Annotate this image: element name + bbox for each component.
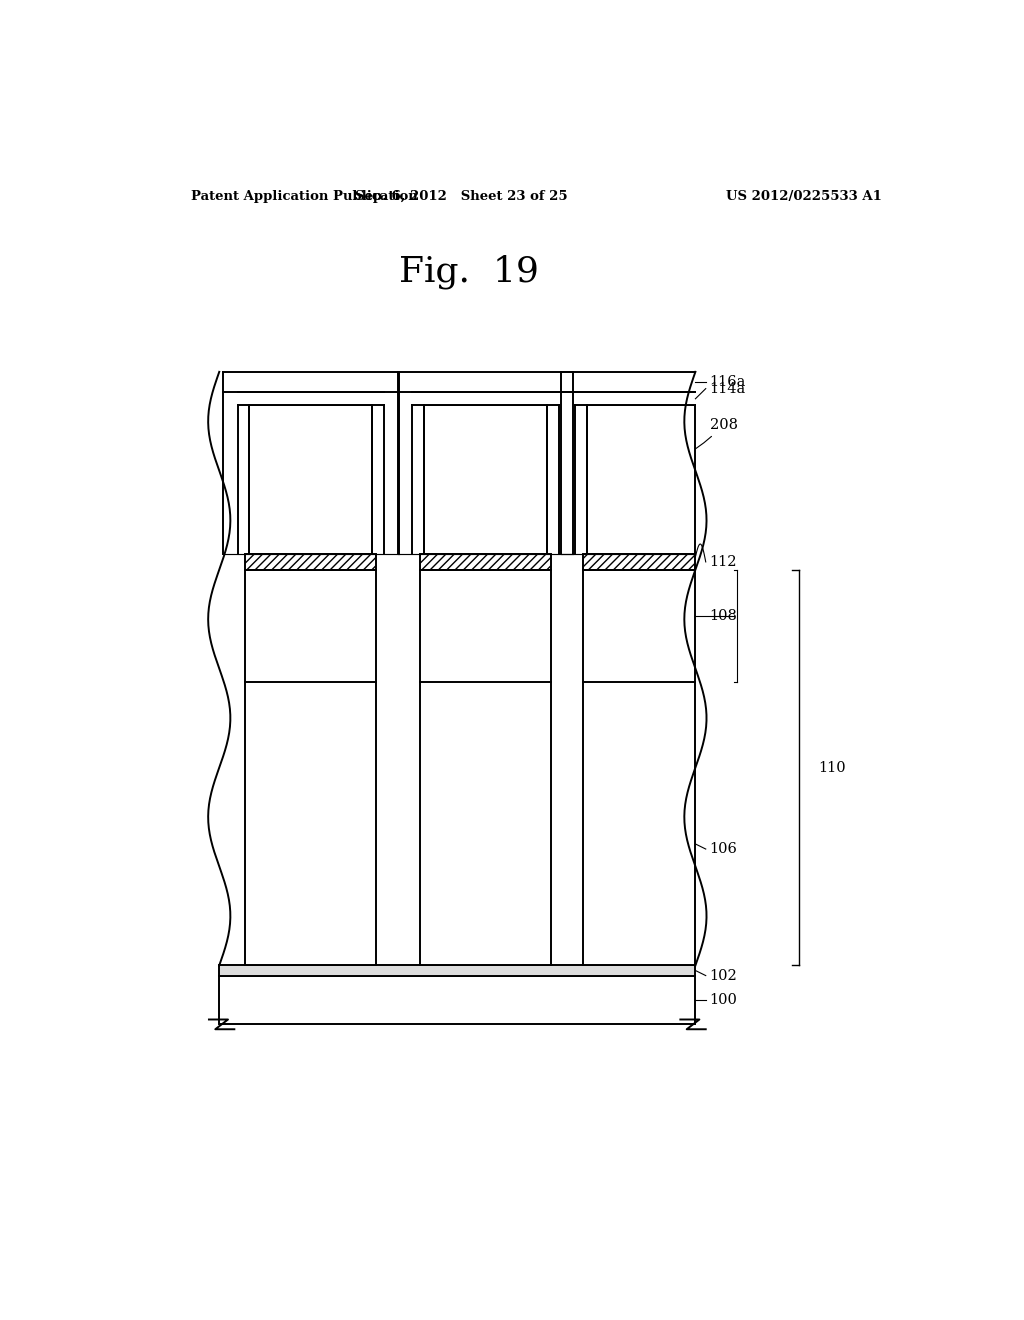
Bar	[583, 570, 695, 682]
Bar	[250, 405, 373, 554]
Bar	[583, 554, 695, 570]
Text: 102: 102	[710, 969, 737, 982]
Bar	[384, 372, 398, 554]
Text: 108: 108	[710, 609, 737, 623]
Bar	[219, 965, 695, 975]
Bar	[238, 392, 384, 405]
Text: 110: 110	[818, 760, 846, 775]
Bar	[420, 682, 551, 965]
Bar	[223, 372, 238, 554]
Bar	[246, 682, 377, 965]
Text: 208: 208	[570, 417, 737, 483]
Bar	[424, 405, 547, 554]
Bar	[246, 554, 377, 570]
Bar	[560, 372, 574, 554]
Text: 114a: 114a	[710, 381, 745, 396]
Bar	[583, 682, 695, 965]
Text: 116a: 116a	[710, 375, 746, 389]
Text: Sep. 6, 2012   Sheet 23 of 25: Sep. 6, 2012 Sheet 23 of 25	[355, 190, 567, 202]
Bar	[574, 392, 695, 405]
Text: 106: 106	[710, 842, 737, 857]
Bar	[560, 372, 695, 392]
Bar	[223, 372, 398, 392]
Bar	[420, 554, 551, 570]
Text: 100: 100	[710, 993, 737, 1007]
Bar	[412, 405, 424, 554]
Bar	[238, 405, 250, 554]
Bar	[373, 405, 384, 554]
Bar	[559, 372, 573, 554]
Text: US 2012/0225533 A1: US 2012/0225533 A1	[726, 190, 882, 202]
Text: 112: 112	[710, 554, 737, 569]
Bar	[412, 392, 559, 405]
Bar	[574, 405, 587, 554]
Bar	[397, 372, 412, 554]
Text: Fig.  19: Fig. 19	[399, 255, 540, 289]
Text: Patent Application Publication: Patent Application Publication	[191, 190, 418, 202]
Bar	[547, 405, 559, 554]
Bar	[587, 405, 695, 554]
Bar	[420, 570, 551, 682]
Bar	[219, 975, 695, 1024]
Bar	[246, 570, 377, 682]
Bar	[397, 372, 573, 392]
